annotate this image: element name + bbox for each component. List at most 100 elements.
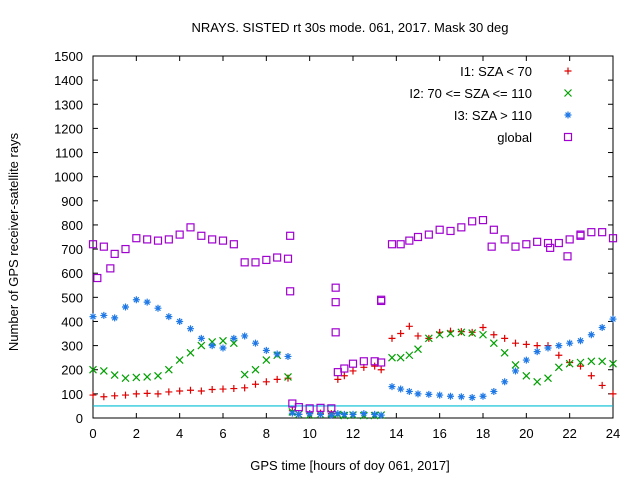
data-point bbox=[154, 371, 162, 380]
data-point bbox=[388, 353, 396, 362]
data-point bbox=[554, 238, 563, 248]
legend-label: I1: SZA < 70 bbox=[460, 64, 532, 79]
data-point bbox=[587, 372, 595, 380]
data-point bbox=[262, 255, 271, 265]
legend-label: I2: 70 <= SZA <= 110 bbox=[409, 86, 532, 101]
x-tick-label: 22 bbox=[562, 426, 576, 441]
legend: I1: SZA < 70 I2: 70 <= SZA <= 110 I3: SZA … bbox=[409, 64, 573, 145]
data-point bbox=[349, 367, 357, 375]
y-tick-label: 100 bbox=[61, 387, 83, 402]
y-tick-label: 200 bbox=[61, 363, 83, 378]
data-point bbox=[273, 253, 282, 262]
data-point bbox=[331, 298, 340, 307]
y-axis: 0 100 200 300 400 500 600 700 800 900 1000 1100 1200… bbox=[54, 49, 613, 426]
data-point bbox=[306, 410, 314, 418]
data-point bbox=[396, 240, 405, 249]
data-point bbox=[208, 338, 217, 346]
data-point bbox=[175, 356, 184, 365]
data-point bbox=[176, 387, 184, 395]
data-point bbox=[544, 374, 552, 383]
data-point bbox=[564, 89, 572, 97]
data-point bbox=[435, 330, 444, 339]
data-point bbox=[414, 332, 422, 340]
data-point bbox=[435, 225, 444, 234]
data-point bbox=[577, 337, 584, 345]
data-point bbox=[576, 358, 585, 367]
data-point bbox=[598, 381, 606, 389]
data-point bbox=[487, 242, 496, 251]
data-point bbox=[262, 356, 271, 365]
data-point bbox=[340, 410, 348, 418]
data-point bbox=[164, 365, 173, 374]
data-point bbox=[208, 342, 216, 350]
data-point bbox=[424, 334, 433, 343]
data-point bbox=[566, 358, 574, 366]
data-point bbox=[331, 283, 340, 292]
data-point bbox=[397, 330, 405, 338]
data-point bbox=[405, 322, 413, 330]
y-tick-label: 1000 bbox=[54, 170, 83, 185]
data-point bbox=[187, 386, 194, 394]
data-point bbox=[564, 67, 572, 75]
data-point bbox=[143, 389, 151, 397]
data-point bbox=[331, 328, 340, 337]
data-point bbox=[414, 345, 422, 354]
data-point bbox=[533, 348, 541, 356]
data-point bbox=[479, 392, 487, 400]
data-point bbox=[164, 235, 173, 244]
data-point bbox=[371, 362, 379, 370]
y-tick-label: 1300 bbox=[54, 97, 83, 112]
data-point bbox=[511, 360, 520, 369]
data-point bbox=[262, 378, 270, 386]
data-point bbox=[273, 375, 281, 383]
data-point bbox=[457, 393, 465, 401]
data-point bbox=[286, 287, 295, 296]
data-point bbox=[377, 411, 385, 419]
data-point bbox=[577, 362, 584, 370]
data-point bbox=[360, 410, 368, 418]
data-point bbox=[522, 371, 531, 380]
data-point bbox=[522, 240, 531, 249]
x-tick-label: 18 bbox=[476, 426, 490, 441]
data-point bbox=[288, 409, 296, 417]
data-point bbox=[377, 296, 386, 306]
y-tick-label: 900 bbox=[61, 194, 83, 209]
data-point bbox=[546, 243, 555, 252]
y-tick-label: 800 bbox=[61, 218, 83, 233]
y-tick-label: 0 bbox=[76, 411, 83, 426]
data-point bbox=[110, 249, 119, 258]
data-point bbox=[478, 216, 488, 225]
data-point bbox=[240, 370, 249, 379]
data-point bbox=[436, 391, 444, 399]
data-point bbox=[88, 240, 98, 249]
plot-frame bbox=[92, 55, 614, 419]
data-point bbox=[327, 411, 335, 419]
data-point bbox=[457, 328, 466, 337]
data-point bbox=[186, 223, 195, 232]
data-point bbox=[500, 348, 509, 357]
series-layer bbox=[88, 216, 618, 420]
x-tick-label: 10 bbox=[302, 426, 316, 441]
data-point bbox=[219, 336, 227, 345]
data-point bbox=[241, 332, 249, 340]
data-point bbox=[187, 325, 194, 333]
data-point bbox=[208, 386, 216, 394]
data-point bbox=[154, 390, 162, 398]
data-point bbox=[587, 357, 596, 366]
data-point bbox=[99, 242, 108, 251]
data-point bbox=[387, 240, 397, 249]
data-point bbox=[533, 237, 542, 246]
x-tick-label: 16 bbox=[432, 426, 446, 441]
data-point bbox=[273, 350, 281, 358]
data-point bbox=[576, 231, 585, 240]
data-point bbox=[143, 235, 152, 244]
data-point bbox=[405, 236, 414, 245]
data-point bbox=[251, 258, 260, 267]
data-point bbox=[100, 311, 108, 319]
data-point bbox=[305, 404, 314, 413]
data-point bbox=[566, 339, 574, 347]
data-point bbox=[598, 324, 606, 331]
data-point bbox=[121, 244, 130, 254]
data-point bbox=[512, 367, 519, 375]
data-point bbox=[543, 238, 553, 248]
